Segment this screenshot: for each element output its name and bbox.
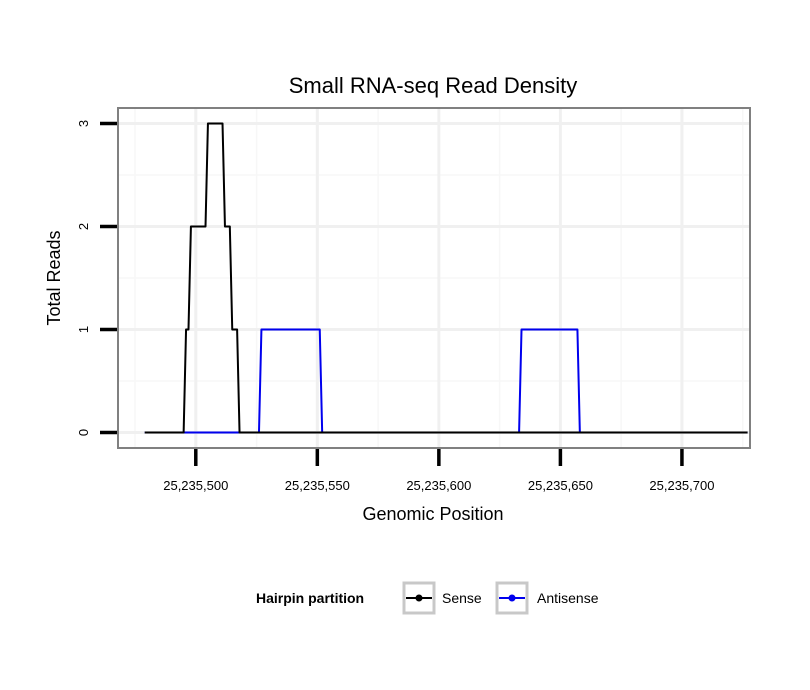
legend-item-antisense: Antisense	[495, 581, 599, 615]
y-tick-label: 3	[76, 120, 91, 127]
x-tick-label: 25,235,650	[528, 478, 593, 493]
y-tick-label: 0	[76, 429, 91, 436]
legend-label-antisense: Antisense	[537, 590, 599, 606]
series-line-sense	[144, 122, 748, 434]
legend-title: Hairpin partition	[256, 590, 364, 606]
plot-border	[117, 107, 751, 449]
y-tick-label: 1	[76, 326, 91, 333]
x-axis: 25,235,500 25,235,550 25,235,600 25,235,650…	[163, 449, 714, 493]
legend-dot-antisense	[508, 594, 516, 602]
legend-item-sense: Sense	[402, 581, 482, 615]
y-tick-label: 2	[76, 223, 91, 230]
x-tick-label: 25,235,500	[163, 478, 228, 493]
x-tick-label: 25,235,600	[406, 478, 471, 493]
legend-label-sense: Sense	[442, 590, 482, 606]
y-axis-title: Total Reads	[44, 230, 64, 325]
y-axis: 0 1 2 3	[76, 120, 117, 436]
legend: Hairpin partition Sense Antisense	[256, 581, 599, 615]
chart-title: Small RNA-seq Read Density	[289, 73, 578, 98]
series-layer	[144, 122, 748, 434]
legend-dot-sense	[415, 594, 423, 602]
x-axis-title: Genomic Position	[362, 504, 503, 524]
x-tick-label: 25,235,700	[649, 478, 714, 493]
x-tick-label: 25,235,550	[285, 478, 350, 493]
plot-panel	[117, 107, 751, 449]
